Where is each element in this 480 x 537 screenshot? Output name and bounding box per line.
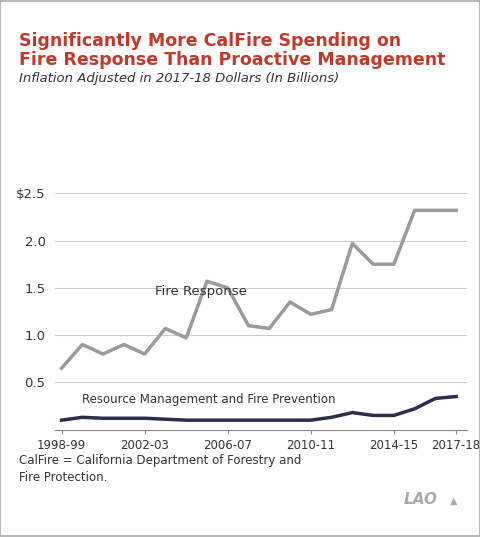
- Text: Fire Response Than Proactive Management: Fire Response Than Proactive Management: [19, 51, 444, 69]
- Text: Figure 9: Figure 9: [10, 7, 75, 21]
- Text: Significantly More CalFire Spending on: Significantly More CalFire Spending on: [19, 32, 400, 50]
- Text: Fire Response: Fire Response: [155, 285, 246, 299]
- Text: Inflation Adjusted in 2017-18 Dollars (In Billions): Inflation Adjusted in 2017-18 Dollars (I…: [19, 72, 339, 85]
- Text: Resource Management and Fire Prevention: Resource Management and Fire Prevention: [82, 393, 335, 406]
- Text: LAO: LAO: [403, 492, 437, 507]
- Text: CalFire = California Department of Forestry and
Fire Protection.: CalFire = California Department of Fores…: [19, 454, 301, 484]
- Text: ▲: ▲: [449, 496, 456, 506]
